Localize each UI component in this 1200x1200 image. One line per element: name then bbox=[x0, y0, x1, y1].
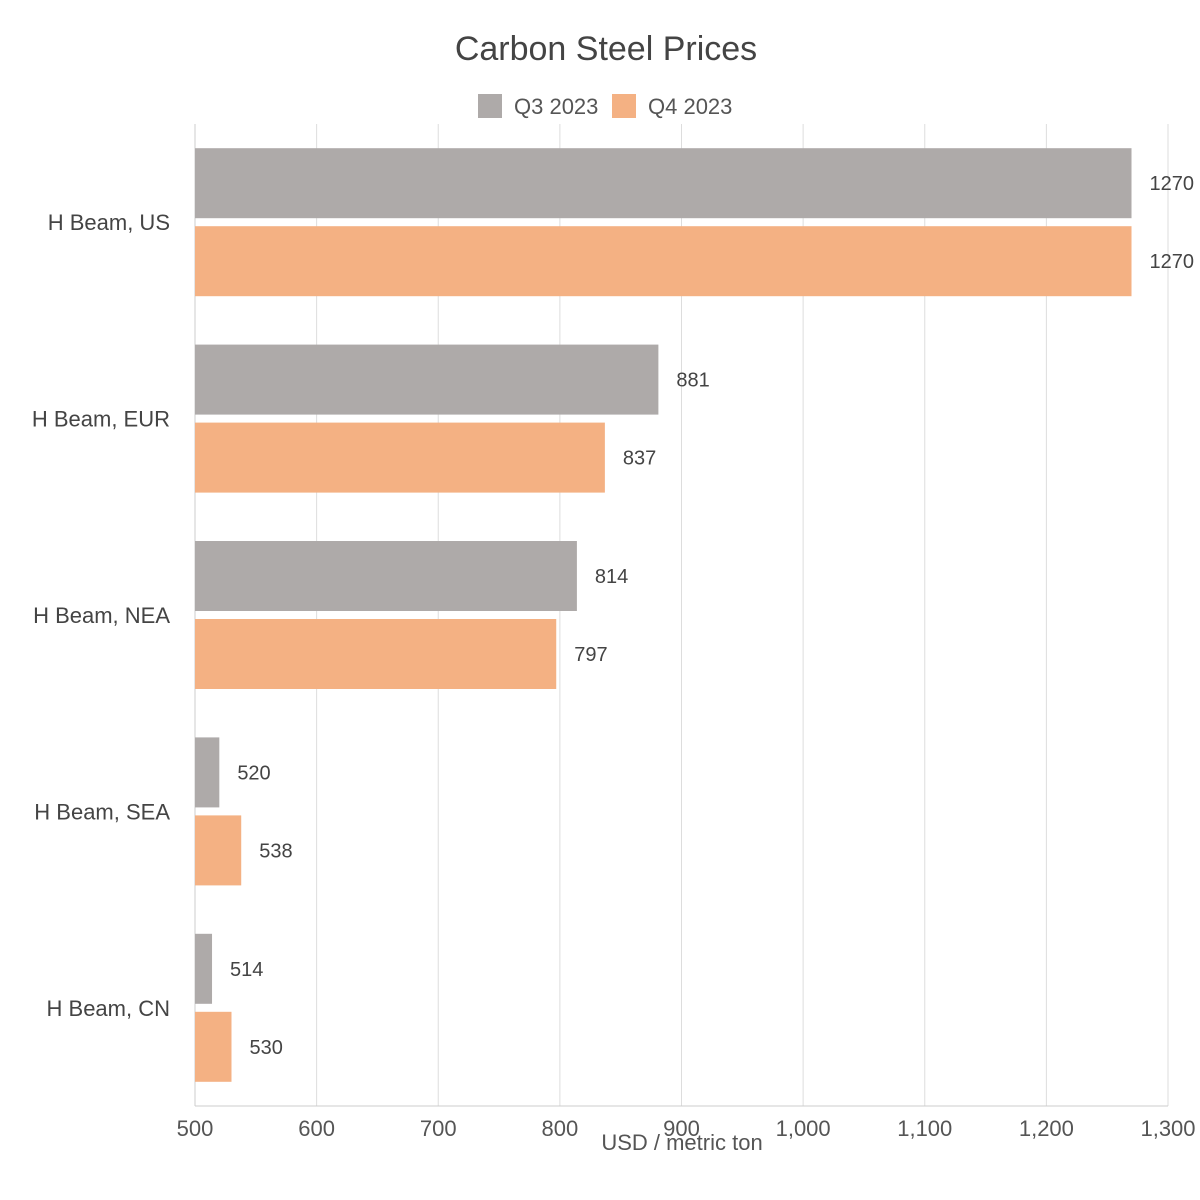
bar-q4-2023 bbox=[195, 226, 1132, 297]
x-tick-label: 800 bbox=[542, 1116, 579, 1141]
legend: Q3 2023 Q4 2023 bbox=[478, 94, 732, 119]
bar-q4-2023 bbox=[195, 815, 242, 886]
data-label: 881 bbox=[676, 370, 709, 392]
x-axis-title: USD / metric ton bbox=[601, 1130, 762, 1155]
bar-q4-2023 bbox=[195, 1011, 232, 1082]
category-label: H Beam, SEA bbox=[34, 799, 170, 824]
data-label: 1270 bbox=[1150, 251, 1195, 273]
data-label: 520 bbox=[237, 762, 270, 784]
data-label: 538 bbox=[259, 840, 292, 862]
x-tick-label: 1,200 bbox=[1019, 1116, 1074, 1141]
category-label: H Beam, CN bbox=[47, 996, 170, 1021]
x-tick-label: 600 bbox=[298, 1116, 335, 1141]
data-label: 837 bbox=[623, 448, 656, 470]
category-label: H Beam, EUR bbox=[32, 407, 170, 432]
bar-q4-2023 bbox=[195, 619, 557, 689]
x-tick-label: 1,000 bbox=[776, 1116, 831, 1141]
data-label: 797 bbox=[574, 644, 607, 666]
data-label: 514 bbox=[230, 959, 263, 981]
bar-q3-2023 bbox=[195, 541, 577, 611]
legend-label-q4-2023: Q4 2023 bbox=[648, 94, 732, 119]
data-label: 814 bbox=[595, 566, 628, 588]
legend-swatch-q4-2023 bbox=[612, 94, 636, 118]
data-label: 530 bbox=[249, 1037, 282, 1059]
legend-label-q3-2023: Q3 2023 bbox=[514, 94, 598, 119]
x-tick-label: 1,100 bbox=[897, 1116, 952, 1141]
bar-q3-2023 bbox=[195, 737, 220, 808]
chart-title: Carbon Steel Prices bbox=[455, 30, 757, 68]
data-label: 1270 bbox=[1150, 173, 1195, 195]
x-tick-label: 1,300 bbox=[1140, 1116, 1195, 1141]
axes: 500 600 700 800 900 1,000 1,100 1,200 1,300 H Bea… bbox=[32, 210, 1196, 1141]
legend-swatch-q3-2023 bbox=[478, 94, 502, 118]
bar-q3-2023 bbox=[195, 148, 1132, 219]
bars bbox=[195, 148, 1132, 1082]
bar-q3-2023 bbox=[195, 933, 213, 1004]
x-tick-label: 500 bbox=[177, 1116, 214, 1141]
data-labels: 1270 1270 881 837 814 797 520 538 514 530 bbox=[230, 173, 1194, 1059]
category-label: H Beam, NEA bbox=[33, 603, 170, 628]
x-tick-label: 900 bbox=[663, 1116, 700, 1141]
bar-q3-2023 bbox=[195, 344, 659, 415]
x-tick-label: 700 bbox=[420, 1116, 457, 1141]
category-label: H Beam, US bbox=[48, 210, 170, 235]
bar-q4-2023 bbox=[195, 422, 605, 493]
